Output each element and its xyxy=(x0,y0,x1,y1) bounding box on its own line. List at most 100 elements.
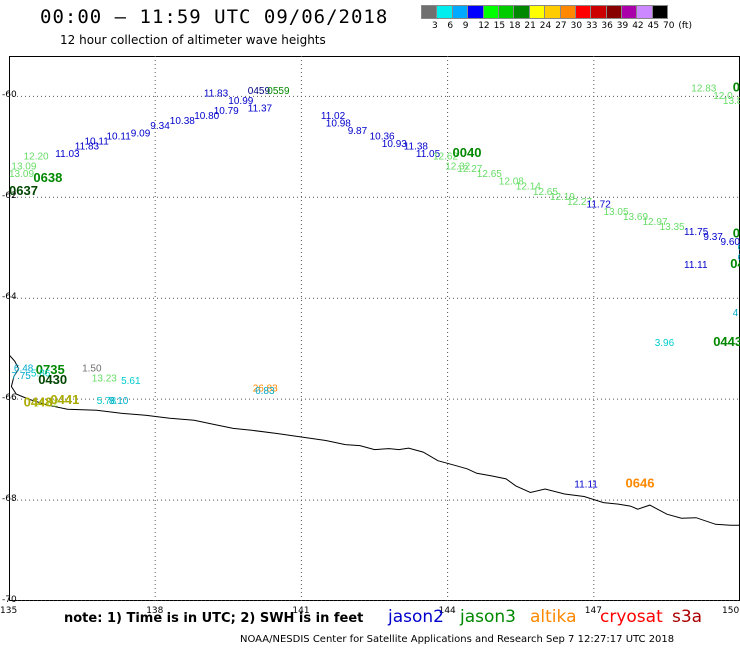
time-label: 0638 xyxy=(33,170,62,185)
map-title: 00:00 – 11:59 UTC 09/06/2018 xyxy=(40,6,389,28)
coastline xyxy=(9,354,740,526)
wave-height-label: 12.27 xyxy=(457,164,482,175)
scale-swatch xyxy=(574,5,592,19)
satellite-cryosat: cryosat xyxy=(600,607,663,627)
scale-label: 12 xyxy=(478,21,490,31)
wave-height-label: 11.05 xyxy=(416,149,441,160)
scale-swatch xyxy=(436,5,453,19)
wave-height-label: 5.86 xyxy=(31,368,51,379)
time-label: 0430 xyxy=(38,372,67,387)
scale-label: 3 xyxy=(432,21,438,31)
time-label: 0441 xyxy=(50,392,79,407)
note-text: note: 1) Time is in UTC; 2) SWH is in fe… xyxy=(64,611,364,626)
wave-height-label: 4 xyxy=(733,308,739,319)
time-label: 0040 xyxy=(453,145,482,160)
wave-height-label: 12.20 xyxy=(24,151,49,162)
scale-label: (ft) xyxy=(678,21,692,31)
time-label: 004 xyxy=(733,79,740,94)
wave-height-label: 12.65 xyxy=(477,169,502,180)
wave-height-label: 12.0 xyxy=(713,91,733,102)
wave-height-label: 12.65 xyxy=(533,187,558,198)
wave-height-label: 10.79 xyxy=(214,106,239,117)
wave-height-label: 12.19 xyxy=(550,192,575,203)
scale-label: 30 xyxy=(570,21,583,31)
wave-height-label: 10.36 xyxy=(370,131,395,142)
scale-swatch xyxy=(590,5,607,19)
wave-height-label: 9.60 xyxy=(721,237,740,248)
time-label: 0646 xyxy=(626,476,655,491)
wave-height-label: 11.83 xyxy=(75,141,100,152)
wave-height-label: 10.11 xyxy=(107,131,132,142)
wave-height-label: 7.75 xyxy=(11,371,31,382)
wave-height-label: 10.93 xyxy=(382,139,407,150)
wave-height-label: 9.09 xyxy=(131,129,151,140)
wave-height-label: 12.08 xyxy=(499,177,524,188)
wave-height-label: 6.83 xyxy=(255,386,275,397)
wave-height-label: 12.62 xyxy=(433,151,458,162)
scale-label: 21 xyxy=(524,21,536,31)
satellite-jason3: jason3 xyxy=(460,607,516,627)
scale-label: 15 xyxy=(493,21,506,31)
wave-height-label: 5.61 xyxy=(121,376,141,387)
wave-height-label: 10.99 xyxy=(228,96,253,107)
wave-height-label: 9.37 xyxy=(703,232,723,243)
satellite-jason2: jason2 xyxy=(388,607,444,627)
wave-height-label: 13.35 xyxy=(660,222,685,233)
scale-swatch xyxy=(482,5,499,19)
wave-height-label: 5.78 xyxy=(97,396,117,407)
wave-height-label: 13.09 xyxy=(11,162,36,173)
wave-height-label: 13.69 xyxy=(623,212,648,223)
wave-height-label: 11.38 xyxy=(404,141,429,152)
wave-height-label: 0559 xyxy=(267,86,290,97)
scale-swatch xyxy=(451,5,469,19)
wave-height-label: 10.98 xyxy=(326,119,351,130)
scale-label: 9 xyxy=(462,21,469,31)
time-label: 00- xyxy=(733,226,740,241)
scale-label: 27 xyxy=(555,21,567,31)
scale-label: 33 xyxy=(586,21,598,31)
wave-height-label: 9.34 xyxy=(150,121,170,132)
scale-label: 70 xyxy=(663,21,675,31)
wave-height-label: 12.97 xyxy=(643,217,668,228)
wave-height-label: 0459 xyxy=(248,86,271,97)
wave-height-label: 11.03 xyxy=(55,149,80,160)
wave-height-label: 6 xyxy=(738,242,740,253)
scale-swatch xyxy=(544,5,561,19)
wave-height-label: 13.23 xyxy=(92,374,117,385)
lat-tick-label: -64 xyxy=(2,292,17,303)
wave-height-label: 11.11 xyxy=(684,260,708,271)
wave-height-label: 6 xyxy=(738,252,740,263)
time-label: 0735 xyxy=(36,362,65,377)
lon-tick-label: 141 xyxy=(292,606,310,616)
satellite-s3a: s3a xyxy=(672,607,703,627)
scale-label: 39 xyxy=(616,21,629,31)
wave-height-label: 26.83 xyxy=(253,384,278,395)
scale-swatch xyxy=(421,5,438,19)
wave-height-label: 10.80 xyxy=(194,111,219,122)
lon-tick-label: 144 xyxy=(438,606,456,616)
scale-swatch xyxy=(605,5,623,19)
scale-swatch xyxy=(559,5,576,19)
scale-swatch xyxy=(528,5,546,19)
lat-tick-label: -66 xyxy=(2,393,17,404)
wave-height-label: 1.50 xyxy=(82,363,102,374)
lon-tick-label: 147 xyxy=(584,606,602,616)
color-scale xyxy=(421,5,669,19)
lat-tick-label: -62 xyxy=(2,191,17,202)
wave-height-label: 13.05 xyxy=(604,207,629,218)
wave-height-label: 9.87 xyxy=(348,126,368,137)
scale-swatch xyxy=(621,5,638,19)
time-label: 0448 xyxy=(24,395,53,410)
scale-label: 36 xyxy=(601,21,613,31)
wave-height-label: 6.48 xyxy=(14,363,34,374)
wave-height-label: 12.83 xyxy=(691,83,716,94)
lat-tick-label: -68 xyxy=(2,494,17,505)
scale-swatch xyxy=(497,5,515,19)
wave-height-label: 11.83 xyxy=(204,88,229,99)
wave-height-label: 10.11 xyxy=(85,136,110,147)
scale-swatch xyxy=(467,5,484,19)
wave-height-label: 12.32 xyxy=(445,162,470,173)
wave-height-label: 11.02 xyxy=(321,111,346,122)
wave-height-label: 13.09 xyxy=(9,169,34,180)
wave-height-label: 3.96 xyxy=(655,338,675,349)
